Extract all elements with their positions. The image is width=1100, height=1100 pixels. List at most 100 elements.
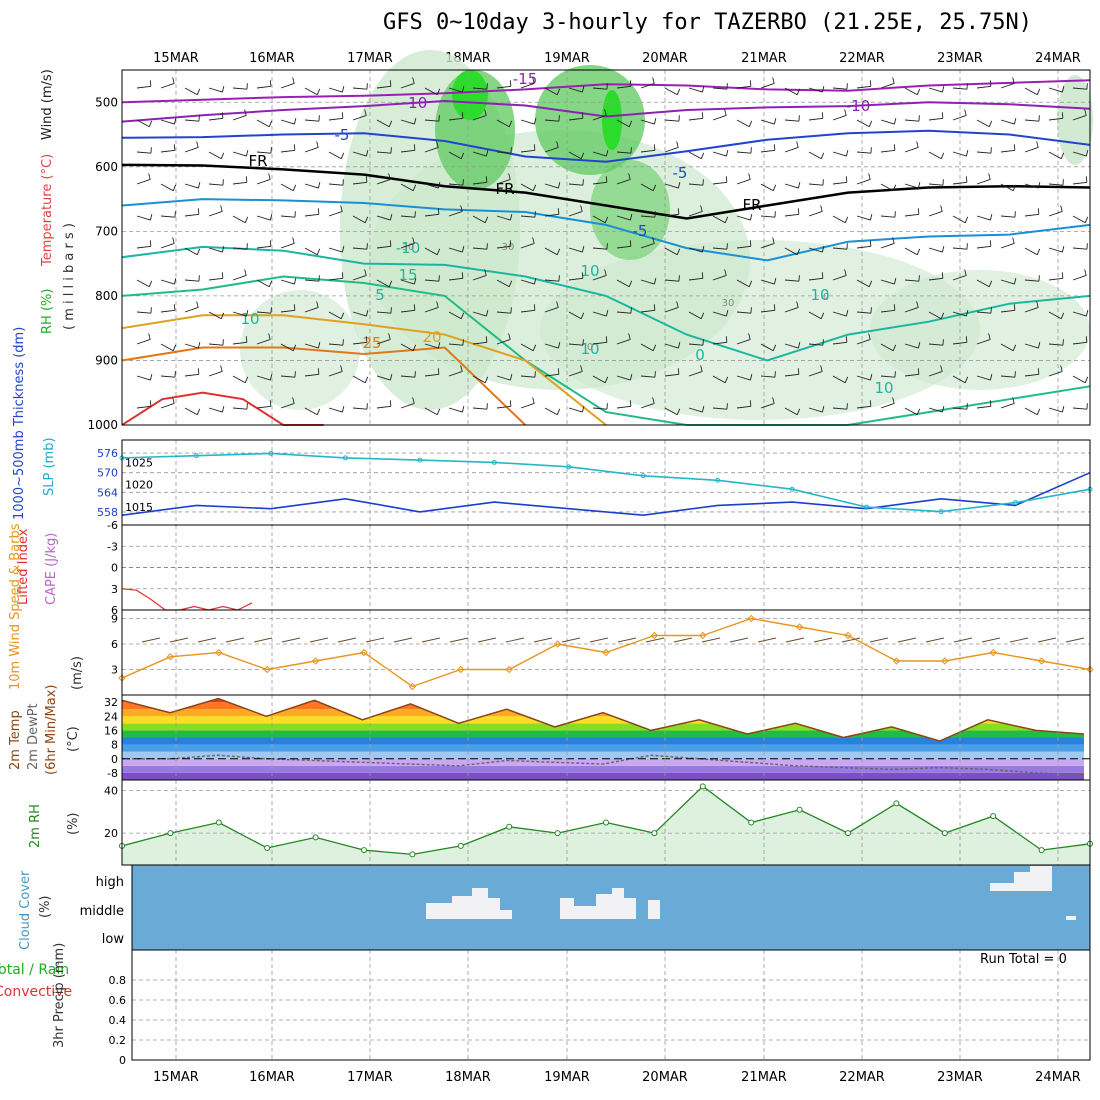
- wind-barb: [664, 213, 679, 217]
- wind-barb: [1048, 371, 1063, 377]
- wind-barb-flag: [1013, 117, 1017, 125]
- wind-barb: [160, 83, 175, 89]
- wind10m-marker: [408, 682, 417, 691]
- wind-barb: [928, 343, 943, 346]
- wind-barb: [520, 375, 535, 378]
- wind-barb: [496, 119, 510, 128]
- wind-barb-flag: [676, 248, 681, 255]
- wind-barb-flag: [845, 149, 849, 157]
- wind-barb-flag: [845, 309, 849, 317]
- wind-barb-flag: [988, 173, 991, 180]
- pressure-tick-label: 1000: [87, 418, 118, 432]
- wind-barb-flag: [172, 184, 177, 191]
- wind-barb: [1072, 341, 1087, 345]
- wind-barb-flag: [149, 373, 153, 381]
- wind-barb: [760, 343, 774, 352]
- wind-barb: [544, 279, 559, 282]
- wind-barb-flag: [173, 277, 177, 285]
- wind-barb: [880, 183, 894, 192]
- wind-barb: [640, 119, 655, 125]
- wind-barb: [760, 403, 775, 409]
- wind-barb: [1048, 277, 1063, 281]
- wind-barb-flag: [149, 400, 152, 407]
- wind-barb: [760, 119, 775, 125]
- temperature-contour: [121, 129, 1091, 163]
- wind-barb-flag: [1013, 144, 1016, 151]
- cloud-block: [1066, 916, 1076, 920]
- wind-barb: [832, 151, 847, 157]
- wind-barb-flag: [460, 205, 463, 212]
- wind10m-barb: [589, 637, 609, 643]
- wind-barb: [448, 371, 463, 377]
- wind-barb: [472, 247, 487, 250]
- wind-barb: [592, 407, 607, 410]
- wind-barb-flag: [988, 280, 993, 287]
- wind-barb: [160, 243, 175, 249]
- wind-barb-flag: [604, 109, 607, 116]
- wind-barb: [784, 343, 799, 349]
- wind-barb: [880, 343, 894, 352]
- wind-barb-flag: [1085, 149, 1089, 157]
- wind-barb: [640, 149, 655, 153]
- wind-barb: [376, 151, 391, 154]
- wind-barb: [352, 151, 367, 157]
- wind-barb: [160, 343, 174, 352]
- contour-label: 15: [398, 266, 417, 284]
- wind-barb-flag: [221, 245, 225, 253]
- wind10m-marker: [989, 648, 997, 657]
- wind-barb: [688, 407, 703, 413]
- wind-barb: [592, 341, 607, 345]
- wind-barb-flag: [365, 149, 369, 157]
- wind-barb: [448, 183, 463, 186]
- wind-barb: [856, 245, 871, 249]
- wind-barb-flag: [940, 365, 943, 372]
- wind-barb: [256, 375, 271, 381]
- wind-barb: [688, 87, 703, 93]
- wind-barb: [232, 311, 247, 317]
- wind-barb: [280, 343, 294, 352]
- wind-barb: [712, 215, 726, 224]
- wind-barb: [496, 375, 511, 381]
- wind-barb-flag: [677, 341, 681, 349]
- wind-barb-flag: [653, 144, 656, 151]
- wind-barb-flag: [341, 405, 345, 413]
- contour-label: 0: [823, 292, 829, 303]
- wind-barb: [256, 245, 271, 249]
- wind-barb-flag: [580, 152, 585, 159]
- wind-barb-flag: [172, 77, 175, 84]
- wind-barb-flag: [749, 400, 752, 407]
- wind-barb: [184, 87, 198, 96]
- wind10m-barb: [925, 637, 945, 643]
- wind-barb: [232, 341, 247, 345]
- wind-barb-flag: [701, 405, 705, 413]
- rh2m-marker: [312, 834, 319, 841]
- wind-barb: [1000, 243, 1015, 249]
- wind-barb: [1072, 87, 1087, 90]
- wind-barb-flag: [484, 109, 487, 116]
- wind-barb-flag: [845, 336, 848, 343]
- wind-barb-flag: [725, 149, 729, 157]
- pressure-tick-label: 500: [95, 95, 118, 109]
- wind-barb: [1000, 343, 1014, 352]
- wind-barb: [208, 277, 223, 281]
- wind-tick: 9: [111, 613, 118, 626]
- wind-barb: [232, 181, 247, 185]
- wind10m-marker: [844, 631, 852, 640]
- wind-barb-flag: [628, 120, 633, 127]
- wind-barb: [352, 247, 367, 250]
- wind-barb-flag: [796, 408, 801, 415]
- wind-barb-flag: [389, 213, 393, 221]
- wind-barb-flag: [869, 373, 873, 381]
- pressure-tick-label: 700: [95, 224, 118, 238]
- wind-barb-flag: [1036, 88, 1041, 95]
- wind-barb-flag: [1013, 277, 1017, 285]
- wind-barb: [328, 117, 343, 121]
- wind-barb: [592, 311, 607, 317]
- wind-barb: [1000, 83, 1015, 89]
- wind-barb-flag: [964, 376, 969, 383]
- wind-barb-flag: [173, 304, 176, 311]
- wind-barb: [976, 245, 991, 249]
- wind-barb: [712, 151, 727, 157]
- wind-barb: [832, 247, 847, 250]
- wind-barb: [376, 279, 390, 288]
